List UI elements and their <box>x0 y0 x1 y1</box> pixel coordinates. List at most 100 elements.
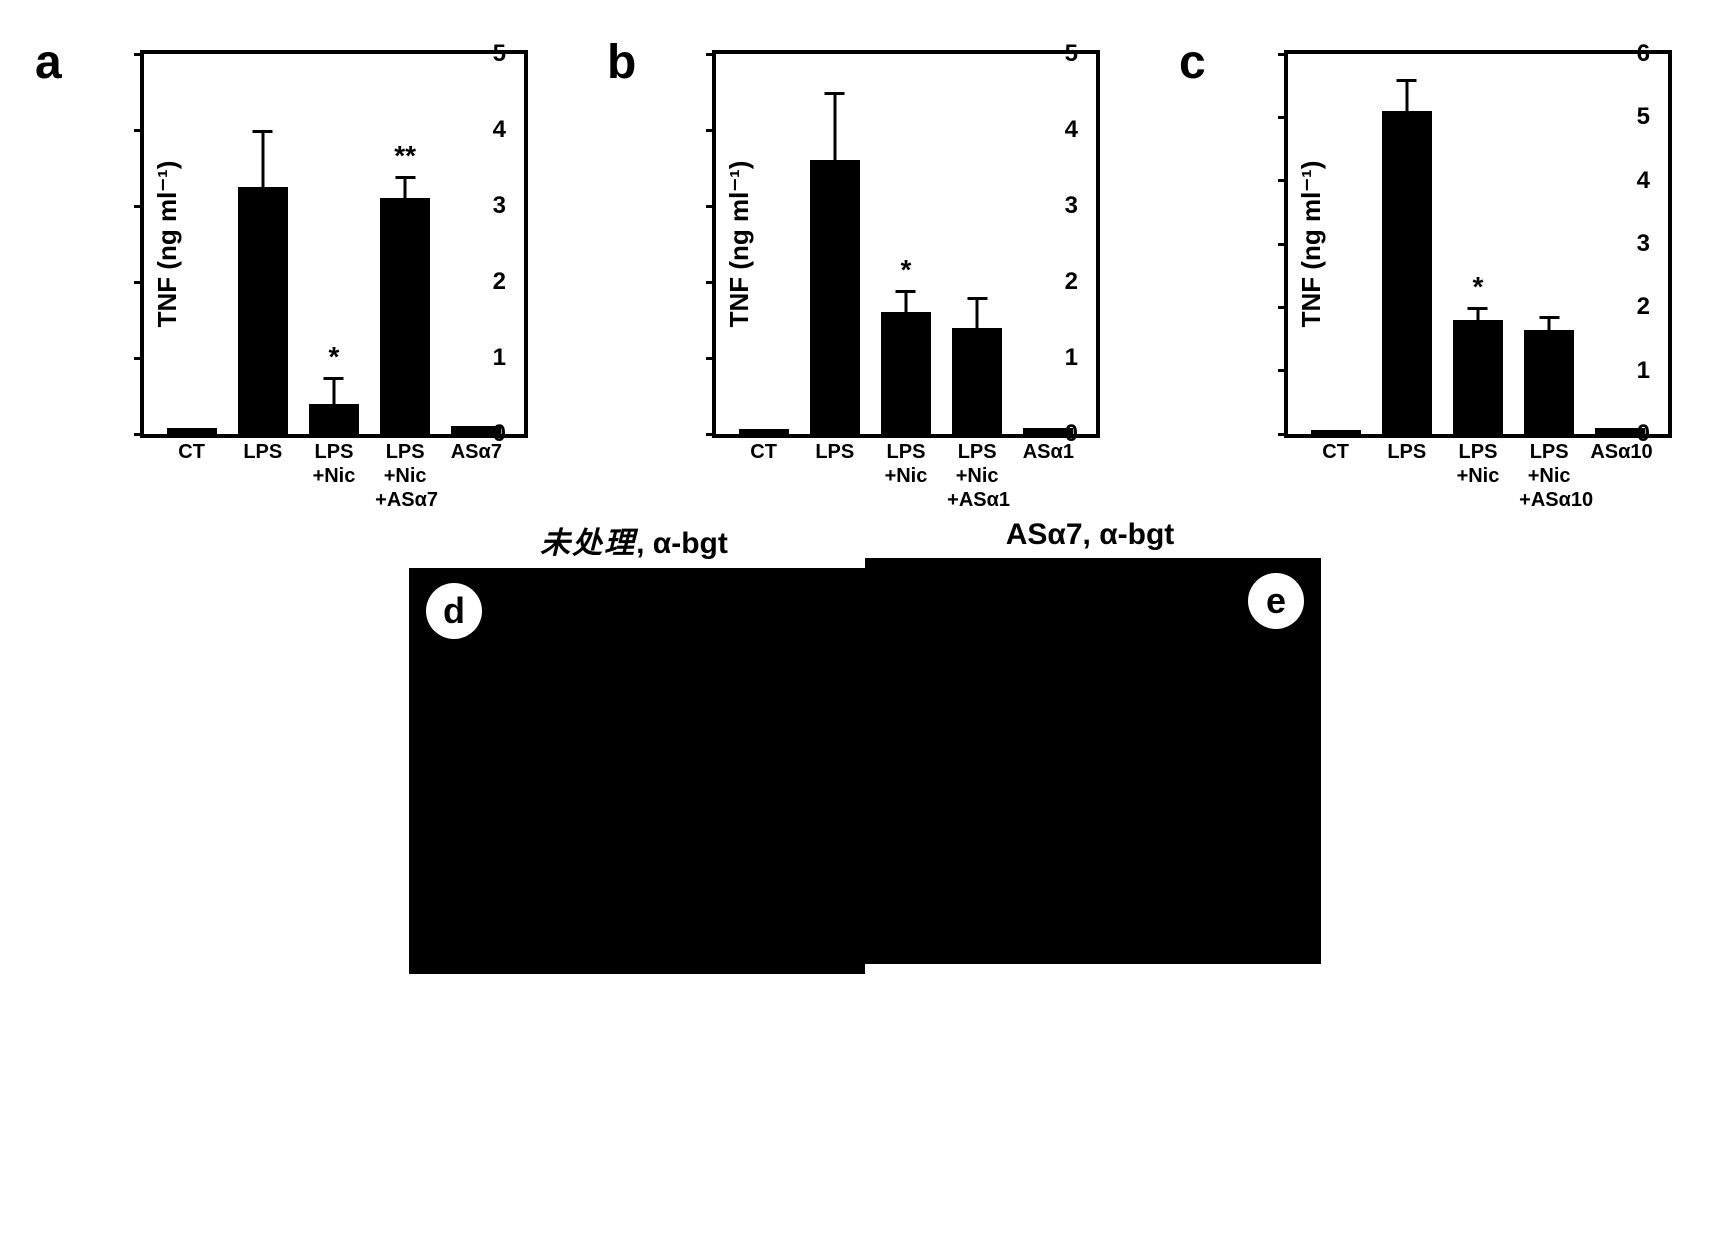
bar <box>1524 330 1574 435</box>
x-labels: CTLPSLPS+NicLPS+Nic+ASα7ASα7 <box>144 434 524 512</box>
y-tick <box>1278 243 1288 246</box>
error-cap <box>324 377 344 380</box>
y-tick <box>706 53 716 56</box>
error-cap <box>1468 307 1488 310</box>
bars-area: * <box>1288 54 1668 434</box>
x-label: CT <box>1306 440 1366 512</box>
bar-group <box>810 160 860 434</box>
image-panel-e: ASα7, α-bgt e <box>865 518 1315 974</box>
error-cap <box>825 92 845 95</box>
y-tick <box>134 53 144 56</box>
image-d-box: d <box>409 568 865 974</box>
image-panel-d: 未处理, α-bgt d <box>409 518 859 974</box>
x-label: LPS <box>233 440 293 512</box>
error-cap <box>1397 79 1417 82</box>
panel-label-b: b <box>607 35 636 90</box>
y-tick <box>134 433 144 436</box>
bars-area: * <box>716 54 1096 434</box>
bar-group: ** <box>380 198 430 434</box>
y-tick <box>1278 433 1288 436</box>
bar-group <box>952 328 1002 434</box>
x-label: ASα10 <box>1590 440 1650 512</box>
bar-group <box>451 426 501 434</box>
chart-b: TNF (ng ml⁻¹) 012345*CTLPSLPS+NicLPS+Nic… <box>712 50 1100 438</box>
y-tick <box>706 433 716 436</box>
top-charts-row: a TNF (ng ml⁻¹) 012345***CTLPSLPS+NicLPS… <box>40 40 1684 438</box>
error-bar <box>976 297 979 327</box>
chart-a-wrapper: a TNF (ng ml⁻¹) 012345***CTLPSLPS+NicLPS… <box>40 40 540 438</box>
significance-marker: * <box>1473 271 1484 303</box>
y-tick <box>706 129 716 132</box>
x-label: LPS+Nic+ASα1 <box>947 440 1007 512</box>
x-labels: CTLPSLPS+NicLPS+Nic+ASα10ASα10 <box>1288 434 1668 512</box>
chart-a: TNF (ng ml⁻¹) 012345***CTLPSLPS+NicLPS+N… <box>140 50 528 438</box>
bar-group <box>1524 330 1574 435</box>
error-bar <box>261 130 264 187</box>
bar-group <box>1382 111 1432 434</box>
error-cap <box>967 297 987 300</box>
x-label: LPS+Nic+ASα10 <box>1519 440 1579 512</box>
y-tick <box>1278 369 1288 372</box>
y-tick <box>1278 306 1288 309</box>
x-label: LPS+Nic <box>304 440 364 512</box>
bar-group: * <box>1453 320 1503 434</box>
error-bar <box>1548 316 1551 330</box>
bar <box>1382 111 1432 434</box>
bar <box>238 187 288 434</box>
y-tick <box>134 205 144 208</box>
x-label: LPS+Nic+ASα7 <box>375 440 435 512</box>
bars-area: *** <box>144 54 524 434</box>
y-tick <box>1278 179 1288 182</box>
image-e-title: ASα7, α-bgt <box>865 518 1315 552</box>
x-label: LPS+Nic <box>876 440 936 512</box>
x-label: LPS <box>805 440 865 512</box>
bar <box>881 312 931 434</box>
bar-group <box>238 187 288 434</box>
y-tick <box>706 205 716 208</box>
image-d-title: 未处理, α-bgt <box>409 518 859 562</box>
image-d-title-cjk: 未处理 <box>540 527 636 560</box>
y-tick <box>134 129 144 132</box>
y-tick <box>1278 116 1288 119</box>
error-cap <box>1539 316 1559 319</box>
bar-group: * <box>881 312 931 434</box>
y-tick <box>134 357 144 360</box>
x-label: CT <box>162 440 222 512</box>
x-label: ASα7 <box>446 440 506 512</box>
image-d-title-suffix: , α-bgt <box>636 527 728 560</box>
bar-group: * <box>309 404 359 434</box>
chart-c: TNF (ng ml⁻¹) 0123456*CTLPSLPS+NicLPS+Ni… <box>1284 50 1672 438</box>
error-bar <box>1405 79 1408 111</box>
error-bar <box>904 290 907 313</box>
bottom-images-row: 未处理, α-bgt d ASα7, α-bgt e <box>40 518 1684 974</box>
panel-badge-d: d <box>426 583 482 639</box>
significance-marker: ** <box>394 140 416 172</box>
x-label: ASα1 <box>1018 440 1078 512</box>
bar <box>1453 320 1503 434</box>
y-tick <box>1278 53 1288 56</box>
significance-marker: * <box>901 254 912 286</box>
error-bar <box>404 176 407 199</box>
chart-b-wrapper: b TNF (ng ml⁻¹) 012345*CTLPSLPS+NicLPS+N… <box>612 40 1112 438</box>
error-bar <box>833 92 836 160</box>
bar <box>309 404 359 434</box>
error-cap <box>253 130 273 133</box>
y-tick <box>706 357 716 360</box>
y-tick <box>134 281 144 284</box>
error-bar <box>332 377 335 404</box>
x-labels: CTLPSLPS+NicLPS+Nic+ASα1ASα1 <box>716 434 1096 512</box>
error-cap <box>896 290 916 293</box>
significance-marker: * <box>329 341 340 373</box>
panel-label-c: c <box>1179 35 1206 90</box>
bar <box>810 160 860 434</box>
bar <box>451 426 501 434</box>
error-cap <box>395 176 415 179</box>
bar <box>952 328 1002 434</box>
panel-label-a: a <box>35 35 62 90</box>
x-label: CT <box>734 440 794 512</box>
chart-c-wrapper: c TNF (ng ml⁻¹) 0123456*CTLPSLPS+NicLPS+… <box>1184 40 1684 438</box>
figure-container: a TNF (ng ml⁻¹) 012345***CTLPSLPS+NicLPS… <box>40 40 1684 974</box>
x-label: LPS <box>1377 440 1437 512</box>
panel-badge-e: e <box>1248 573 1304 629</box>
x-label: LPS+Nic <box>1448 440 1508 512</box>
